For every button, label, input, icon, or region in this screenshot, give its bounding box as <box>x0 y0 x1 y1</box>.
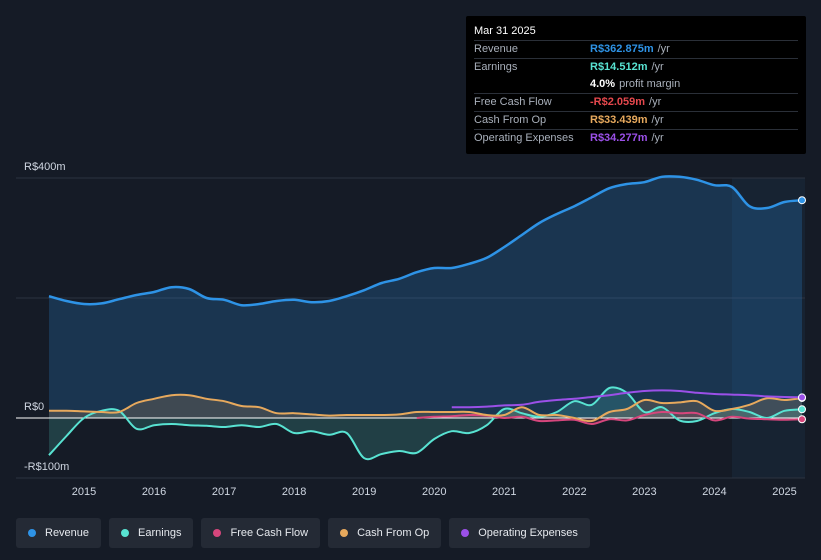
legend-label: Operating Expenses <box>478 527 578 539</box>
x-tick-label: 2022 <box>562 486 586 498</box>
x-tick-label: 2024 <box>702 486 726 498</box>
x-tick-label: 2025 <box>772 486 796 498</box>
tooltip-value: R$362.875m <box>590 43 654 55</box>
operating-expenses-line <box>451 389 803 409</box>
tooltip-panel: Mar 31 2025 Revenue R$362.875m /yr Earni… <box>466 16 806 154</box>
legend-dot-icon <box>461 529 470 537</box>
tooltip-unit: /yr <box>649 96 662 108</box>
legend-item-cash-from-op[interactable]: Cash From Op <box>328 518 442 548</box>
tooltip-label: Operating Expenses <box>474 132 574 144</box>
x-tick-label: 2016 <box>142 486 166 498</box>
legend-item-earnings[interactable]: Earnings <box>109 518 194 548</box>
operating-expenses-end-point <box>798 393 806 402</box>
cash-from-op-line <box>48 393 803 423</box>
tooltip-row-earnings: Earnings R$14.512m /yr <box>474 58 798 76</box>
tooltip-label: Free Cash Flow <box>474 96 552 108</box>
tooltip-row-margin: 4.0% profit margin <box>474 76 798 93</box>
tooltip-value: R$34.277m <box>590 132 648 144</box>
x-tick-label: 2015 <box>72 486 96 498</box>
x-tick-label: 2019 <box>352 486 376 498</box>
tooltip-label: Earnings <box>474 61 518 73</box>
earnings-area <box>49 387 802 460</box>
tooltip-value: R$33.439m <box>590 114 648 126</box>
legend-dot-icon <box>213 529 222 537</box>
revenue-area <box>49 176 802 418</box>
revenue-line <box>48 175 803 307</box>
legend: Revenue Earnings Free Cash Flow Cash Fro… <box>16 518 590 548</box>
series-lines <box>48 175 803 461</box>
y-label-bottom: -R$100m <box>24 461 69 473</box>
tooltip-unit: /yr <box>657 43 670 55</box>
y-label-top: R$400m <box>24 161 66 173</box>
forecast-region <box>731 178 805 478</box>
x-axis-ticks: 2015 2016 2017 2018 2019 2020 2021 2022 2023 2024… <box>72 486 797 498</box>
tooltip-value: R$14.512m <box>590 61 648 73</box>
x-tick-label: 2023 <box>632 486 656 498</box>
tooltip-unit: profit margin <box>619 78 681 90</box>
tooltip-unit: /yr <box>651 61 664 73</box>
tooltip-row-free-cash-flow: Free Cash Flow -R$2.059m /yr <box>474 93 798 111</box>
legend-label: Free Cash Flow <box>230 527 309 539</box>
tooltip-label: Cash From Op <box>474 114 547 126</box>
cash-from-op-area <box>49 394 802 422</box>
legend-item-operating-expenses[interactable]: Operating Expenses <box>449 518 590 548</box>
legend-item-revenue[interactable]: Revenue <box>16 518 102 548</box>
x-tick-label: 2017 <box>212 486 236 498</box>
earnings-line <box>48 386 803 461</box>
tooltip-row-revenue: Revenue R$362.875m /yr <box>474 40 798 58</box>
tooltip-unit: /yr <box>651 114 664 126</box>
tooltip-value: -R$2.059m <box>590 96 646 108</box>
legend-dot-icon <box>121 529 130 537</box>
tooltip-label: Revenue <box>474 43 519 55</box>
tooltip-row-cash-from-op: Cash From Op R$33.439m /yr <box>474 111 798 129</box>
y-label-zero: R$0 <box>24 401 44 413</box>
legend-dot-icon <box>340 529 349 537</box>
x-tick-label: 2021 <box>492 486 516 498</box>
legend-dot-icon <box>28 529 36 537</box>
legend-label: Revenue <box>45 527 90 539</box>
tooltip-row-operating-expenses: Operating Expenses R$34.277m /yr <box>474 129 798 147</box>
x-tick-label: 2018 <box>282 486 306 498</box>
x-tick-label: 2020 <box>422 486 446 498</box>
free-cash-flow-end-point <box>798 415 806 424</box>
tooltip-unit: /yr <box>651 132 664 144</box>
tooltip-date: Mar 31 2025 <box>474 25 536 37</box>
earnings-end-point <box>798 405 806 414</box>
legend-label: Earnings <box>138 527 182 539</box>
revenue-end-point <box>798 196 806 205</box>
series-end-dots <box>798 196 806 424</box>
tooltip-value: 4.0% <box>590 78 616 90</box>
legend-label: Cash From Op <box>357 527 430 539</box>
legend-item-free-cash-flow[interactable]: Free Cash Flow <box>201 518 321 548</box>
tooltip-label <box>474 76 590 93</box>
